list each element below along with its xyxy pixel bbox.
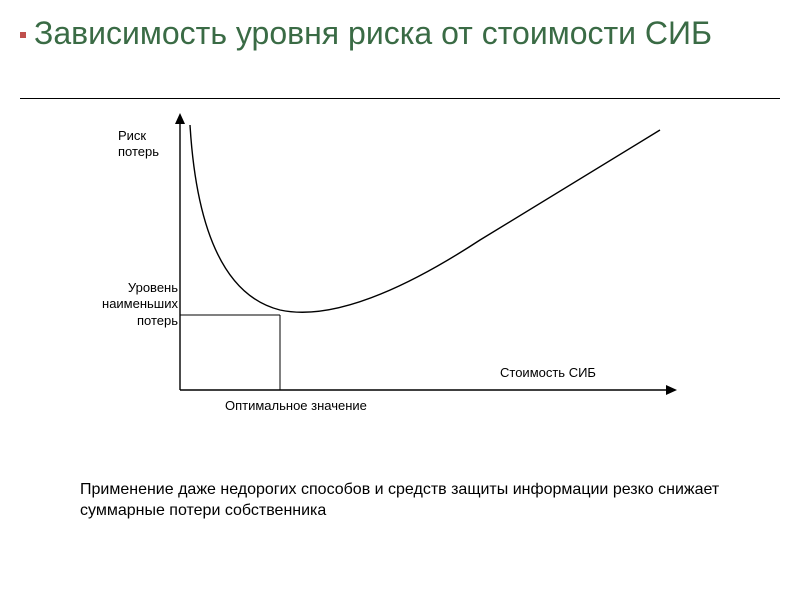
slide-title: Зависимость уровня риска от стоимости СИ… <box>34 14 780 52</box>
label-min-losses-level: Уровень наименьших потерь <box>90 280 178 329</box>
risk-cost-chart: Риск потерь Уровень наименьших потерь Ст… <box>50 110 690 430</box>
title-accent <box>20 32 26 38</box>
x-axis-arrow <box>666 385 677 395</box>
y-axis-arrow <box>175 113 185 124</box>
footer-caption: Применение даже недорогих способов и сре… <box>80 480 730 522</box>
label-sib-cost: Стоимость СИБ <box>500 365 640 381</box>
slide: Зависимость уровня риска от стоимости СИ… <box>0 0 800 600</box>
label-optimal-value: Оптимальное значение <box>225 398 405 414</box>
title-underline <box>20 98 780 99</box>
label-risk-losses: Риск потерь <box>118 128 178 161</box>
risk-curve <box>190 125 660 312</box>
